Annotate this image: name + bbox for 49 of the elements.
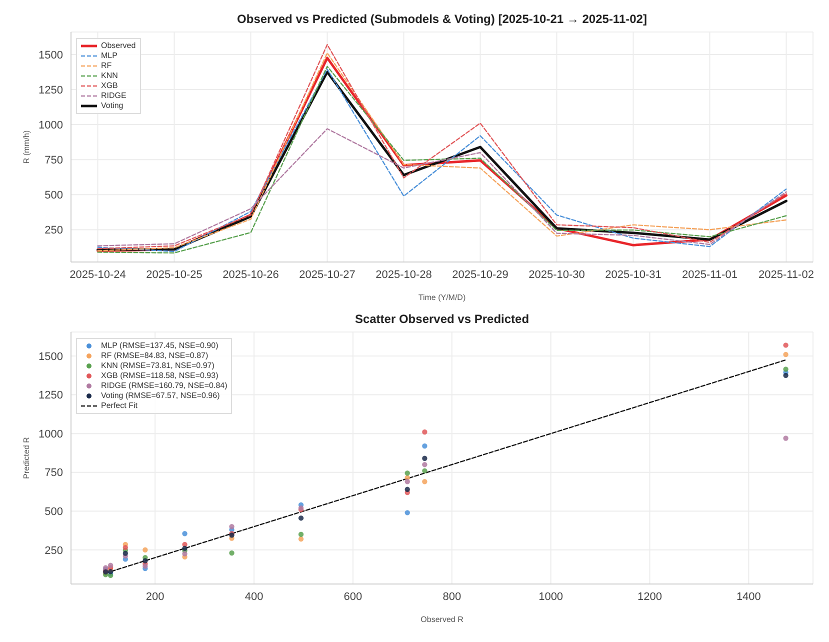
x-tick-label: 2025-10-29 <box>452 268 508 281</box>
y-tick-label: 1000 <box>38 428 63 440</box>
x-tick-label: 1400 <box>736 590 761 603</box>
x-tick-label: 2025-11-01 <box>682 268 738 281</box>
x-tick-label: 2025-10-30 <box>528 268 585 281</box>
y-tick-label: 1250 <box>38 84 63 96</box>
legend-label: KNN <box>101 71 118 81</box>
y-tick-label: 250 <box>44 544 63 557</box>
legend-label: Voting <box>101 101 124 111</box>
y-axis-title: Predicted R <box>22 436 31 479</box>
legend-label: KNN (RMSE=73.81, NSE=0.97) <box>101 361 214 371</box>
y-tick-label: 1500 <box>38 49 63 62</box>
x-tick-label: 800 <box>442 590 462 603</box>
y-tick-label: 1000 <box>38 119 63 132</box>
y-tick-label: 750 <box>44 467 63 480</box>
legend-label: RF <box>101 61 112 71</box>
y-tick-label: 750 <box>44 154 63 167</box>
legend-label: XGB <box>101 81 118 91</box>
x-axis-title: Time (Y/M/D) <box>418 293 466 302</box>
y-tick-label: 1250 <box>38 390 63 402</box>
y-tick-label: 500 <box>44 190 63 202</box>
legend-label: RIDGE (RMSE=160.79, NSE=0.84) <box>101 381 228 391</box>
legend-label: Observed <box>101 41 136 51</box>
x-tick-label: 2025-10-27 <box>299 268 356 281</box>
legend-label: RF (RMSE=84.83, NSE=0.87) <box>101 351 208 361</box>
x-tick-label: 2025-11-02 <box>758 268 814 281</box>
x-tick-label: 2025-10-31 <box>605 268 662 281</box>
y-tick-label: 250 <box>44 224 63 237</box>
y-tick-label: 1500 <box>38 350 63 363</box>
x-tick-label: 2025-10-26 <box>222 268 279 281</box>
x-axis-title: Observed R <box>420 615 464 624</box>
chart-title: Observed vs Predicted (Submodels & Voting) [2025-10-21 → 2025-11-02] <box>236 12 648 26</box>
x-tick-label: 600 <box>344 590 362 603</box>
x-tick-label: 1000 <box>538 590 564 603</box>
y-axis-title: R (mm/h) <box>22 130 31 164</box>
y-tick-label: 500 <box>44 506 63 518</box>
x-tick-label: 400 <box>244 590 264 603</box>
x-tick-label: 2025-10-24 <box>70 268 126 281</box>
x-tick-label: 200 <box>146 590 164 603</box>
legend-label: XGB (RMSE=118.58, NSE=0.93) <box>101 371 218 381</box>
legend-label: Perfect Fit <box>101 401 138 411</box>
x-tick-label: 1200 <box>638 590 662 603</box>
chart-title: Scatter Observed vs Predicted <box>354 312 530 326</box>
legend-label: MLP (RMSE=137.45, NSE=0.90) <box>101 341 218 351</box>
legend-label: RIDGE <box>101 91 126 101</box>
x-tick-label: 2025-10-25 <box>146 268 202 281</box>
legend-label: Voting (RMSE=67.57, NSE=0.96) <box>101 391 220 401</box>
legend-label: MLP <box>101 51 118 61</box>
x-tick-label: 2025-10-28 <box>376 268 432 281</box>
